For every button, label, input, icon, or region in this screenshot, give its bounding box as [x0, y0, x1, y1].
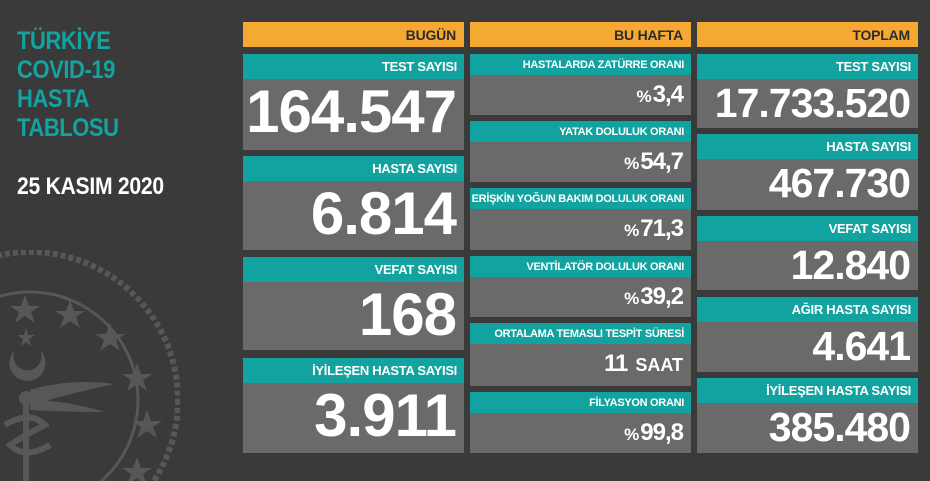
card-value: %71,3	[470, 209, 691, 250]
card-label: HASTA SAYISI	[243, 156, 464, 181]
column-today: BUGÜN TEST SAYISI 164.547 HASTA SAYISI 6…	[243, 22, 464, 453]
card-today-case-count: HASTA SAYISI 6.814	[243, 156, 464, 250]
card-label: İYİLEŞEN HASTA SAYISI	[243, 358, 464, 383]
card-value: 4.641	[812, 323, 911, 369]
percent-sign: %	[624, 289, 640, 308]
card-value: %99,8	[470, 413, 691, 453]
card-label: FİLYASYON ORANI	[470, 392, 691, 413]
card-label: ERİŞKİN YOĞUN BAKIM DOLULUK ORANI	[470, 188, 691, 209]
column-header-total: TOPLAM	[697, 22, 918, 47]
card-week-filiation-rate: FİLYASYON ORANI %99,8	[470, 392, 691, 453]
value-number: 3,4	[652, 81, 684, 108]
card-value: 385.480	[768, 404, 911, 450]
value-number: 71,3	[640, 215, 684, 242]
card-today-recovered-count: İYİLEŞEN HASTA SAYISI 3.911	[243, 358, 464, 453]
card-week-icu-occupancy: ERİŞKİN YOĞUN BAKIM DOLULUK ORANI %71,3	[470, 188, 691, 250]
card-value: 17.733.520	[714, 80, 911, 126]
value-unit: SAAT	[635, 355, 683, 375]
card-today-death-count: VEFAT SAYISI 168	[243, 257, 464, 350]
value-number: 54,7	[640, 148, 684, 175]
card-value: 11 SAAT	[470, 344, 691, 385]
title-line: COVID-19	[17, 56, 115, 84]
card-value: 168	[358, 281, 457, 348]
card-value: 12.840	[790, 242, 911, 288]
title-line: TABLOSU	[17, 114, 119, 142]
card-total-severe-case-count: AĞIR HASTA SAYISI 4.641	[697, 297, 918, 372]
card-label: HASTALARDA ZATÜRRE ORANI	[470, 54, 691, 75]
card-total-recovered-count: İYİLEŞEN HASTA SAYISI 385.480	[697, 378, 918, 453]
value-number: 39,2	[640, 283, 684, 310]
card-week-contact-detection-time: ORTALAMA TEMASLI TESPİT SÜRESİ 11 SAAT	[470, 323, 691, 386]
title-line: TÜRKİYE	[17, 27, 111, 55]
card-value: %39,2	[470, 277, 691, 317]
card-value: %3,4	[470, 75, 691, 115]
card-value: %54,7	[470, 142, 691, 182]
card-label: TEST SAYISI	[243, 54, 464, 79]
card-value: 467.730	[768, 160, 911, 206]
percent-sign: %	[624, 221, 640, 240]
card-week-bed-occupancy: YATAK DOLULUK ORANI %54,7	[470, 121, 691, 182]
column-total: TOPLAM TEST SAYISI 17.733.520 HASTA SAYI…	[697, 22, 918, 453]
report-date: 25 KASIM 2020	[17, 173, 164, 200]
column-header-this-week: BU HAFTA	[470, 22, 691, 47]
percent-sign: %	[624, 154, 640, 173]
card-total-case-count: HASTA SAYISI 467.730	[697, 134, 918, 210]
card-label: VEFAT SAYISI	[697, 216, 918, 241]
title-line: HASTA	[17, 85, 89, 113]
card-value: 3.911	[314, 382, 457, 449]
card-week-pneumonia-rate: HASTALARDA ZATÜRRE ORANI %3,4	[470, 54, 691, 115]
percent-sign: %	[636, 87, 652, 106]
column-this-week: BU HAFTA HASTALARDA ZATÜRRE ORANI %3,4 Y…	[470, 22, 691, 453]
value-number: 99,8	[640, 419, 684, 446]
ministry-of-health-seal-icon	[0, 250, 180, 481]
card-label: YATAK DOLULUK ORANI	[470, 121, 691, 142]
value-number: 11	[603, 350, 628, 377]
card-label: TEST SAYISI	[697, 54, 918, 79]
card-label: VEFAT SAYISI	[243, 257, 464, 282]
card-total-death-count: VEFAT SAYISI 12.840	[697, 216, 918, 290]
card-label: VENTİLATÖR DOLULUK ORANI	[470, 256, 691, 277]
card-today-test-count: TEST SAYISI 164.547	[243, 54, 464, 150]
card-total-test-count: TEST SAYISI 17.733.520	[697, 54, 918, 128]
card-label: ORTALAMA TEMASLI TESPİT SÜRESİ	[470, 323, 691, 344]
card-label: İYİLEŞEN HASTA SAYISI	[697, 378, 918, 403]
card-value: 6.814	[310, 180, 457, 247]
page-title: TÜRKİYE COVID-19 HASTA TABLOSU	[17, 27, 119, 143]
card-value: 164.547	[246, 78, 457, 145]
column-header-today: BUGÜN	[243, 22, 464, 47]
card-week-ventilator-occupancy: VENTİLATÖR DOLULUK ORANI %39,2	[470, 256, 691, 317]
percent-sign: %	[624, 425, 640, 444]
card-label: HASTA SAYISI	[697, 134, 918, 159]
card-label: AĞIR HASTA SAYISI	[697, 297, 918, 322]
